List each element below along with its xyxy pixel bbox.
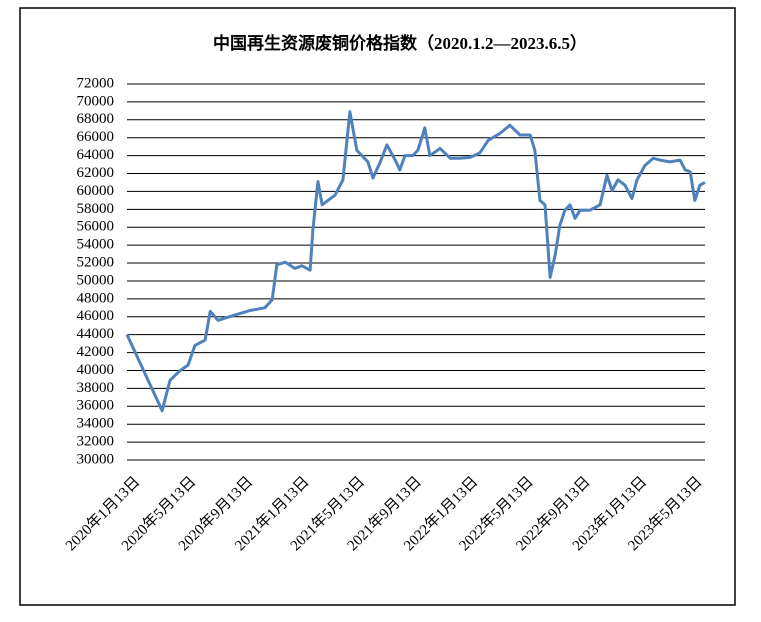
y-tick-label: 52000 xyxy=(77,254,115,270)
y-tick-label: 32000 xyxy=(77,434,115,450)
y-tick-label: 44000 xyxy=(77,326,115,342)
y-tick-label: 30000 xyxy=(77,451,115,467)
y-tick-label: 58000 xyxy=(77,201,115,217)
y-tick-label: 34000 xyxy=(77,416,115,432)
y-tick-label: 68000 xyxy=(77,111,115,127)
y-tick-label: 54000 xyxy=(77,237,115,253)
y-tick-label: 42000 xyxy=(77,344,115,360)
y-tick-label: 36000 xyxy=(77,398,115,414)
chart-border xyxy=(19,7,736,606)
y-tick-label: 48000 xyxy=(77,290,115,306)
y-tick-label: 60000 xyxy=(77,183,115,199)
y-tick-label: 62000 xyxy=(77,165,115,181)
y-tick-label: 72000 xyxy=(77,75,115,91)
chart-title: 中国再生资源废铜价格指数（2020.1.2—2023.6.5） xyxy=(213,33,587,53)
y-tick-label: 56000 xyxy=(77,219,115,235)
y-tick-label: 46000 xyxy=(77,308,115,324)
y-tick-label: 66000 xyxy=(77,129,115,145)
y-tick-label: 38000 xyxy=(77,380,115,396)
y-tick-label: 50000 xyxy=(77,272,115,288)
y-tick-label: 64000 xyxy=(77,147,115,163)
data-line xyxy=(125,110,706,413)
y-tick-label: 40000 xyxy=(77,362,115,378)
y-tick-label: 70000 xyxy=(77,93,115,109)
